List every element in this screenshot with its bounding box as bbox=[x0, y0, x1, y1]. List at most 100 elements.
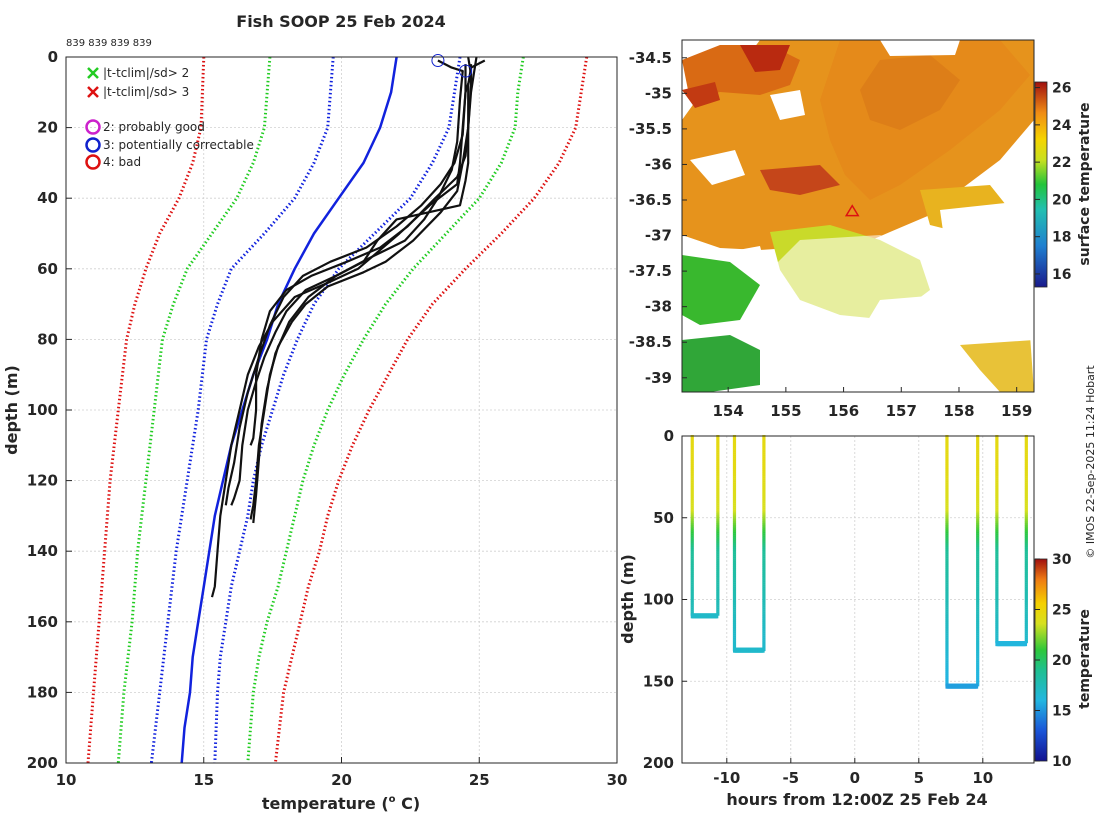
section-sample bbox=[945, 639, 949, 642]
section-sample bbox=[716, 466, 720, 469]
section-sample bbox=[716, 605, 720, 608]
section-sample bbox=[1024, 582, 1028, 585]
section-sample bbox=[716, 570, 720, 573]
section-sample bbox=[690, 562, 694, 565]
section-sample bbox=[945, 540, 949, 544]
section-sample bbox=[945, 631, 949, 634]
section-sample bbox=[690, 486, 694, 489]
section-sample bbox=[976, 440, 980, 444]
section-sample bbox=[732, 584, 737, 587]
section-sample bbox=[732, 635, 737, 638]
section-sample bbox=[995, 436, 999, 440]
profile-x-tick-label: 10 bbox=[56, 771, 77, 789]
section-sample bbox=[762, 540, 766, 544]
section-sample bbox=[716, 458, 720, 461]
section-sample bbox=[1024, 515, 1028, 518]
section-sample bbox=[945, 574, 949, 577]
section-sample bbox=[995, 460, 999, 463]
section-sample bbox=[945, 544, 949, 548]
section-sample bbox=[995, 582, 999, 585]
section-sample bbox=[732, 568, 737, 571]
map-x-tick-label: 158 bbox=[943, 402, 974, 420]
section-sample bbox=[945, 452, 949, 455]
section-sample bbox=[995, 493, 999, 497]
section-sample bbox=[716, 586, 720, 589]
section-sample bbox=[732, 476, 737, 479]
section-sample bbox=[1024, 566, 1028, 569]
section-sample bbox=[945, 448, 949, 451]
section-sample bbox=[716, 529, 720, 532]
section-sample bbox=[732, 546, 737, 550]
map-y-tick-label: -35.5 bbox=[629, 120, 672, 138]
section-sample bbox=[945, 652, 949, 655]
section-sample bbox=[762, 621, 766, 624]
flag-marker bbox=[458, 64, 472, 78]
section-sample bbox=[995, 639, 999, 642]
section-sample bbox=[716, 538, 720, 542]
section-sample bbox=[690, 540, 694, 544]
section-sample bbox=[732, 511, 737, 514]
section-sample bbox=[995, 578, 999, 581]
section-sample bbox=[945, 554, 949, 557]
section-sample bbox=[732, 540, 737, 544]
section-sample bbox=[945, 497, 949, 500]
sst-colorbar-tick-label: 26 bbox=[1052, 81, 1071, 97]
section-sample bbox=[762, 644, 766, 648]
section-sample bbox=[976, 489, 980, 493]
section-sample bbox=[976, 464, 980, 467]
section-sample bbox=[1024, 578, 1028, 581]
section-sample bbox=[1024, 484, 1028, 487]
section-sample bbox=[995, 554, 999, 557]
section-sample bbox=[732, 537, 737, 540]
section-sample bbox=[716, 503, 720, 506]
section-sample bbox=[945, 476, 949, 479]
section-sample bbox=[976, 664, 980, 667]
section-sample bbox=[945, 558, 949, 561]
section-sample bbox=[976, 635, 980, 638]
section-sample bbox=[1024, 497, 1028, 500]
section-sample bbox=[732, 489, 737, 493]
section-sample bbox=[690, 560, 694, 563]
section-sample bbox=[976, 674, 980, 677]
section-sample bbox=[732, 456, 737, 459]
section-sample bbox=[732, 564, 737, 567]
section-sample bbox=[995, 472, 999, 475]
section-sample bbox=[762, 566, 766, 569]
section-sample bbox=[732, 578, 737, 581]
section-sample bbox=[716, 531, 720, 534]
section-sample bbox=[945, 560, 949, 563]
section-sample bbox=[995, 521, 999, 524]
profile-panel: 10 15 20 25 30 0 20 40 60 80 100 120 140 160 180 200 te… bbox=[2, 48, 627, 813]
temperature-colorbar-tick-label: 25 bbox=[1052, 603, 1071, 619]
section-sample bbox=[995, 625, 999, 628]
section-sample bbox=[976, 448, 980, 451]
section-sample bbox=[762, 505, 766, 508]
section-sample bbox=[995, 440, 999, 444]
section-sample bbox=[976, 550, 980, 553]
section-sample bbox=[995, 503, 999, 506]
section-sample bbox=[716, 556, 720, 559]
section-sample bbox=[716, 476, 720, 479]
section-sample bbox=[995, 572, 999, 575]
section-sample bbox=[976, 499, 980, 502]
section-sample bbox=[995, 560, 999, 563]
section-sample bbox=[945, 650, 949, 654]
section-sample bbox=[945, 601, 949, 604]
section-sample bbox=[716, 519, 720, 522]
section-sample bbox=[976, 535, 980, 538]
section-sample bbox=[716, 454, 720, 457]
section-sample bbox=[732, 535, 737, 538]
section-sample bbox=[976, 572, 980, 575]
section-sample bbox=[945, 672, 949, 675]
profile-ticks: 10 15 20 25 30 0 20 40 60 80 100 120 140 160 180 200 bbox=[27, 48, 628, 789]
series-cast-4 bbox=[249, 64, 473, 446]
profile-x-axis-label: temperature (o C) bbox=[262, 794, 420, 813]
section-sample bbox=[1024, 535, 1028, 538]
section-sample bbox=[690, 462, 694, 465]
section-sample bbox=[716, 599, 720, 603]
section-sample bbox=[976, 593, 980, 597]
section-sample bbox=[945, 458, 949, 461]
section-sample bbox=[762, 495, 766, 499]
section-sample bbox=[732, 558, 737, 561]
section-sample bbox=[762, 535, 766, 538]
